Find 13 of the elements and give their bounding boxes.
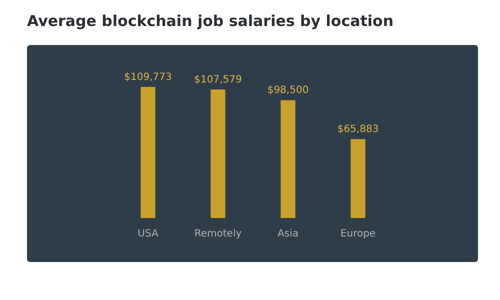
data-label: $107,579 bbox=[194, 74, 242, 86]
x-tick-label: Remotely bbox=[194, 228, 242, 240]
data-label: $98,500 bbox=[267, 85, 309, 96]
chart-title: Average blockchain job salaries by location bbox=[27, 12, 394, 30]
bar bbox=[140, 86, 156, 218]
bar bbox=[350, 139, 366, 218]
data-label: $109,773 bbox=[124, 72, 172, 83]
x-tick-label: Europe bbox=[340, 228, 376, 240]
data-label: $65,883 bbox=[337, 124, 379, 136]
x-tick-label: Asia bbox=[278, 228, 298, 240]
bar bbox=[280, 100, 296, 218]
x-tick-label: USA bbox=[138, 228, 158, 240]
bar bbox=[210, 89, 226, 218]
